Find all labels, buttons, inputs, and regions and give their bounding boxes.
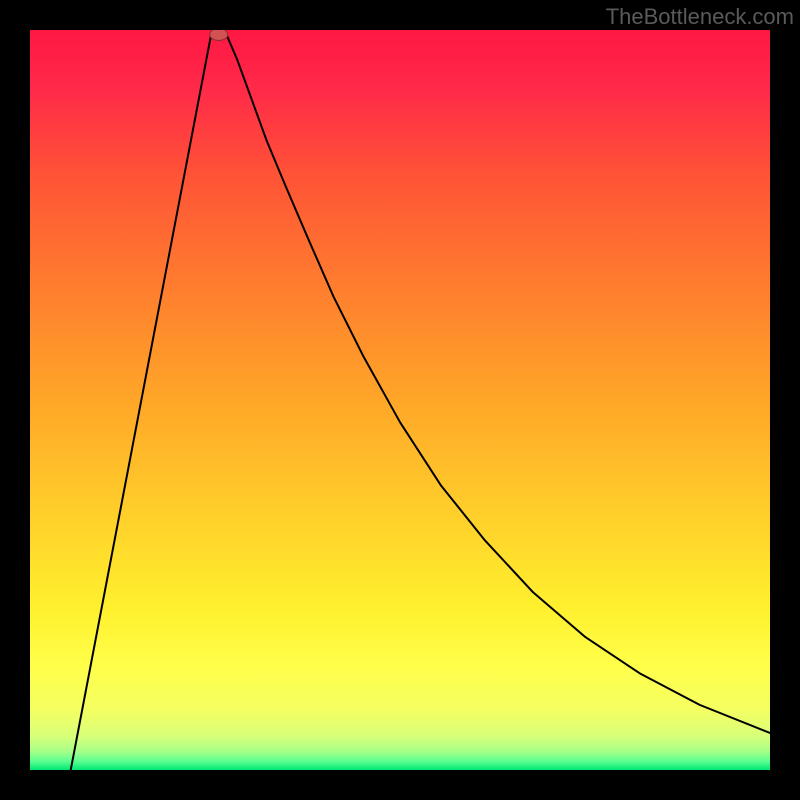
plot-area — [30, 30, 770, 770]
chart-frame: TheBottleneck.com — [0, 0, 800, 800]
minimum-marker — [210, 30, 228, 40]
plot-svg — [30, 30, 770, 770]
watermark-text: TheBottleneck.com — [606, 4, 794, 30]
